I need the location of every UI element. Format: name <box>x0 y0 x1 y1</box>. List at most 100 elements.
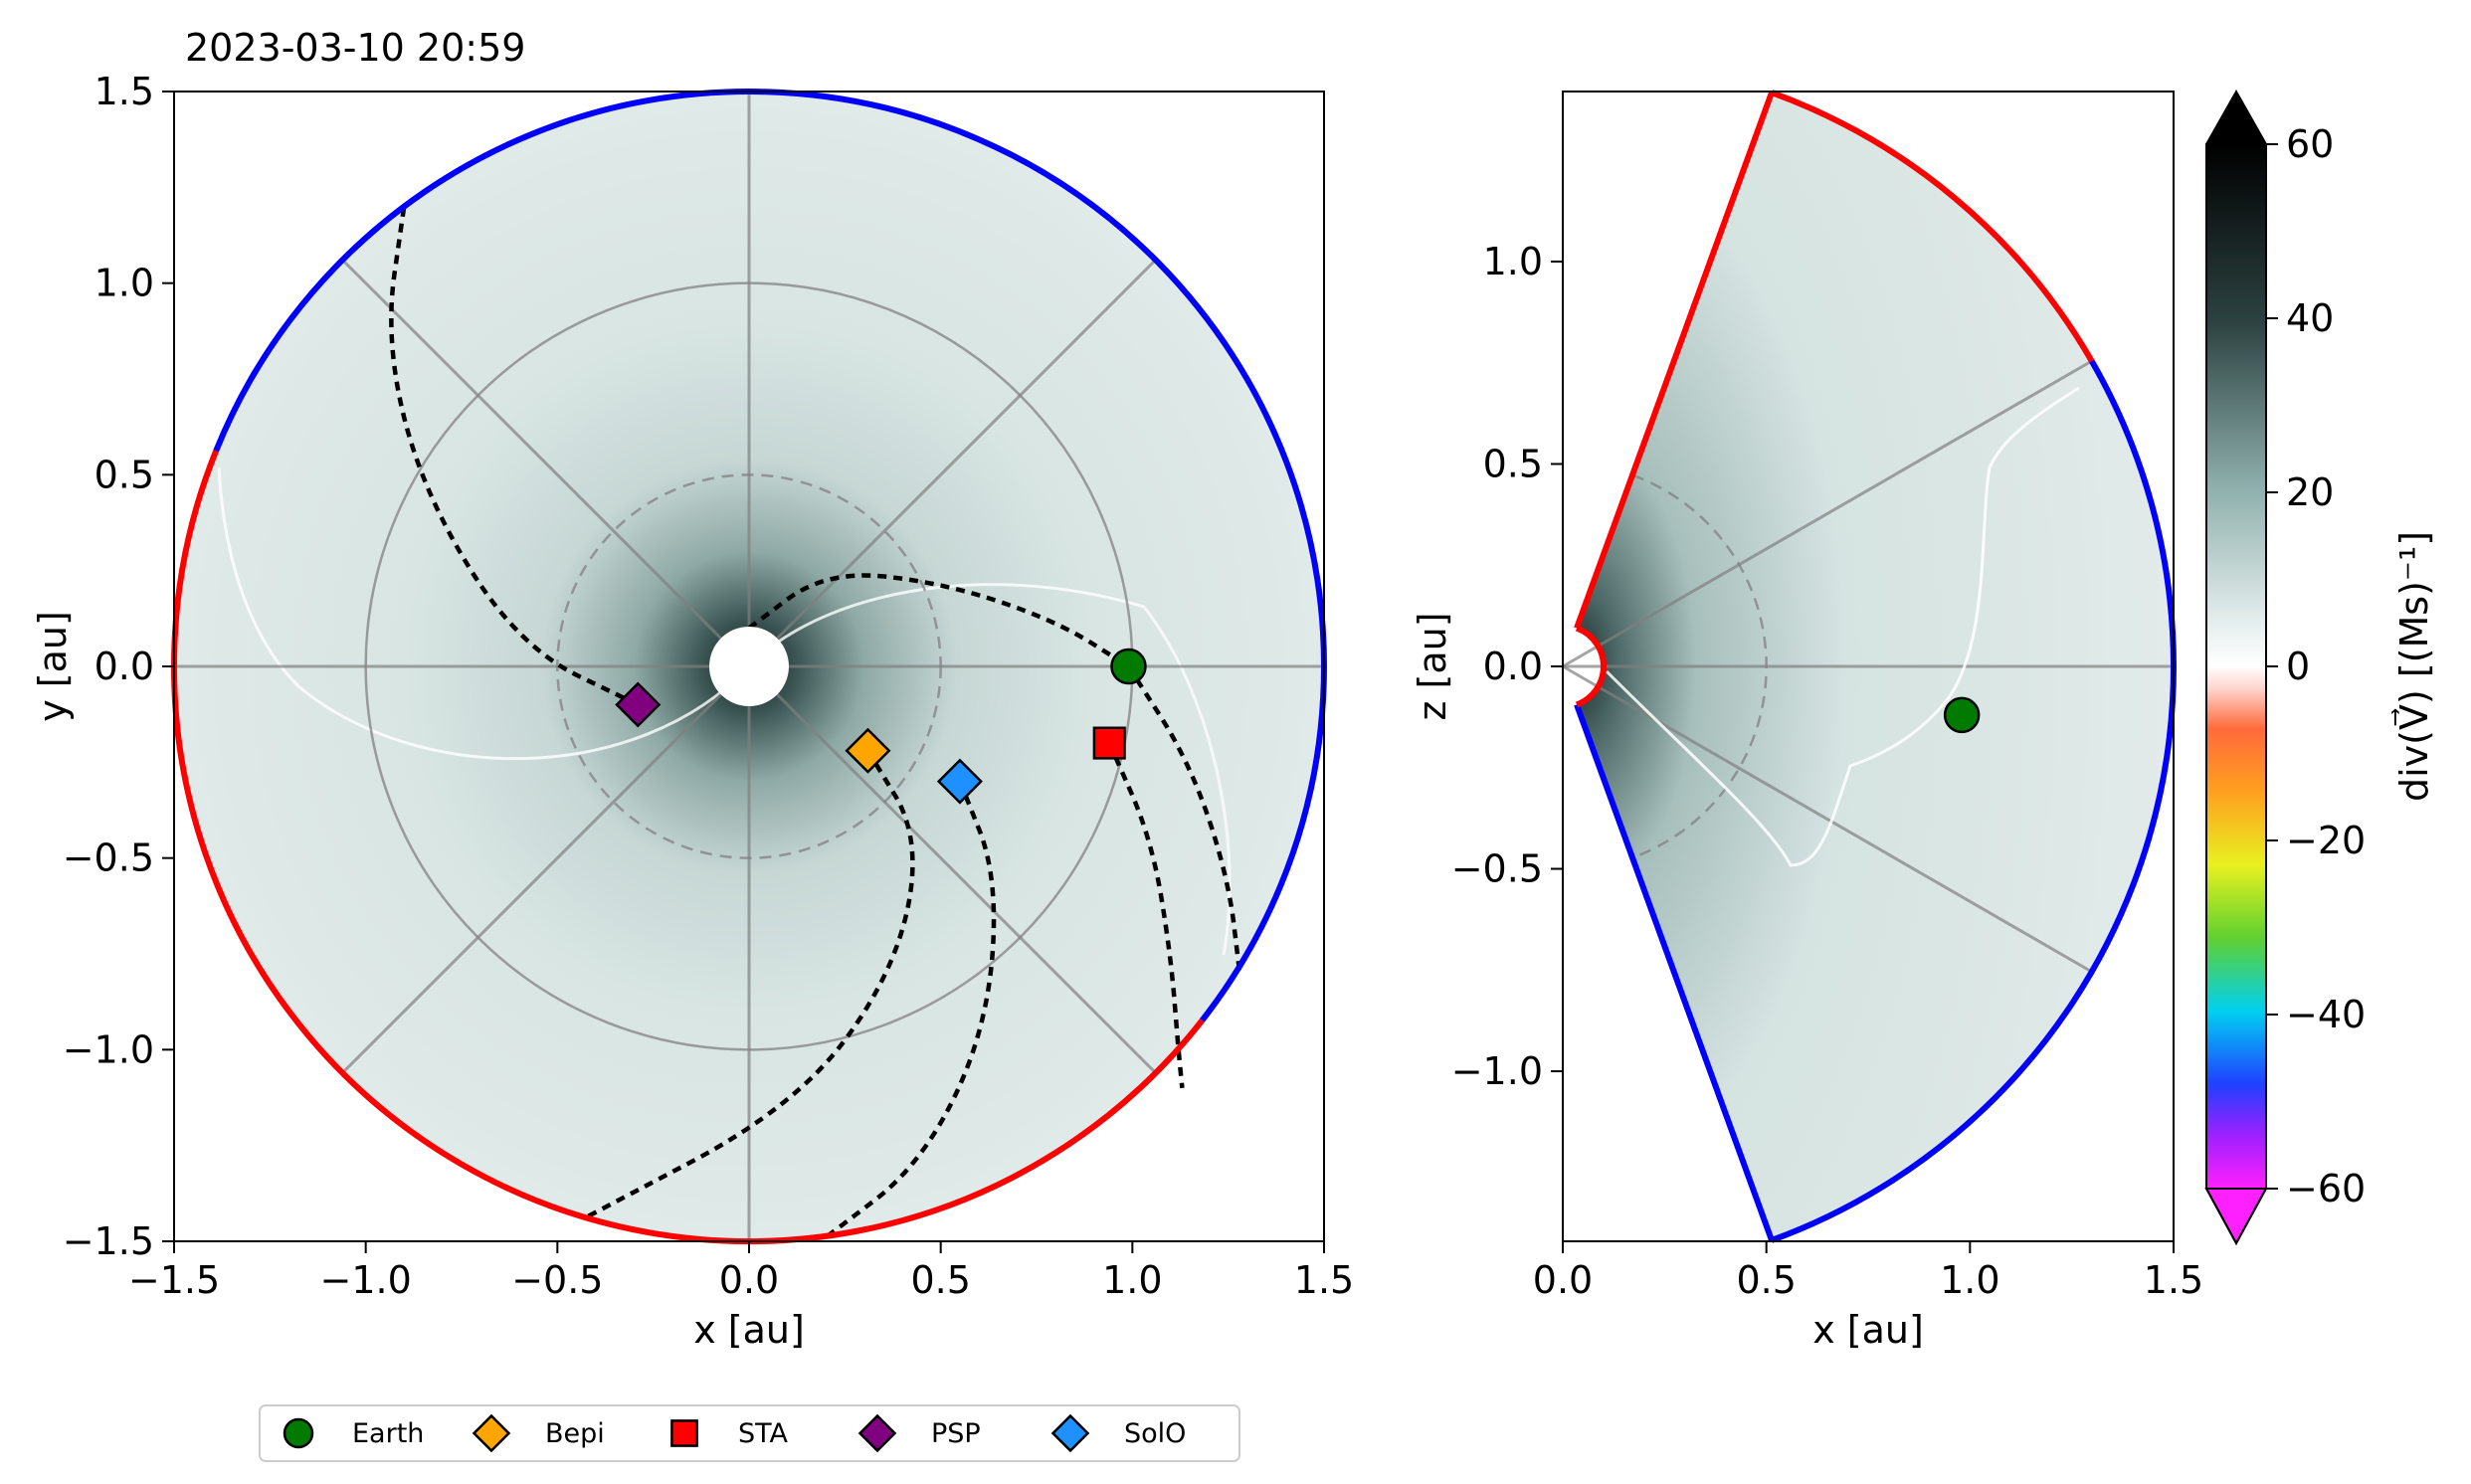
marker-bepi <box>845 727 891 774</box>
marker-solo <box>936 758 983 805</box>
x-tick-label: 0.5 <box>1736 1258 1796 1302</box>
x-tick-label: 1.5 <box>2144 1258 2203 1302</box>
meridional-xlabel: x [au] <box>1812 1308 1924 1352</box>
colorbar-ticks: 60 40 20 0 −20 −40 −60 <box>2266 122 2366 1210</box>
legend-label: Bepi <box>545 1418 605 1449</box>
upper-edge <box>1574 92 1775 630</box>
lower-edge <box>1574 703 1775 1241</box>
meridional-panel: 0.0 0.5 1.0 1.5 −1.0 −0.5 0.0 0.5 1.0 x [au] z [… <box>1411 90 2204 1352</box>
colorbar: 60 40 20 0 −20 −40 −60 div(V⃗) [(Ms)⁻¹] <box>2204 89 2436 1246</box>
x-tick-label: 0.5 <box>910 1258 970 1302</box>
y-tick-label: −1.0 <box>63 1027 154 1071</box>
meridional-grid <box>1562 359 2174 974</box>
ecliptic-ylabel: y [au] <box>31 611 75 722</box>
legend-item: Bepi <box>472 1413 605 1453</box>
y-tick-label: −1.5 <box>63 1219 154 1263</box>
polarity-arc <box>213 89 1327 911</box>
timestamp: 2023-03-10 20:59 <box>185 26 525 70</box>
parker-spiral <box>824 780 997 1239</box>
inner-cap <box>1575 625 1607 708</box>
x-tick-label: −1.5 <box>128 1258 220 1302</box>
ecliptic-panel: −1.5 −1.0 −0.5 0.0 0.5 1.0 1.5 −1.5 −1.0 −0.5 0.0 0… <box>31 70 1354 1352</box>
marker-earth <box>1943 696 1981 734</box>
legend-marker-solo <box>1050 1413 1090 1453</box>
polarity-arc <box>171 450 1205 1244</box>
grid-spoke <box>341 259 751 668</box>
ecliptic-boundary <box>171 89 1327 1244</box>
y-tick-label: −0.5 <box>1451 847 1543 891</box>
parker-spiral <box>583 749 915 1220</box>
parker-spirals <box>389 206 1242 1239</box>
x-tick-label: 0.0 <box>719 1258 779 1302</box>
y-tick-label: −0.5 <box>63 836 154 880</box>
colorbar-tick-label: −40 <box>2286 993 2366 1036</box>
y-tick-label: 1.5 <box>95 70 154 113</box>
y-tick-label: 0.5 <box>1483 442 1543 485</box>
colorbar-tick-label: 60 <box>2286 122 2334 166</box>
grid-spoke <box>341 664 751 1074</box>
legend-label: STA <box>738 1418 789 1449</box>
legend-label: PSP <box>931 1418 981 1449</box>
legend-frame <box>259 1404 1240 1462</box>
legend-item: PSP <box>857 1413 981 1453</box>
legend-label: SolO <box>1124 1418 1186 1449</box>
parker-spiral <box>389 206 640 707</box>
meridional-ticks: 0.0 0.5 1.0 1.5 −1.0 −0.5 0.0 0.5 1.0 <box>1451 240 2204 1302</box>
colorbar-tick-label: −60 <box>2286 1167 2366 1210</box>
colorbar-tick-label: 40 <box>2286 296 2334 340</box>
colorbar-gradient <box>2206 144 2266 1189</box>
marker-sta <box>1092 726 1126 760</box>
y-tick-label: 1.0 <box>1483 240 1543 283</box>
legend: Earth Bepi STA PSP SolO <box>259 1404 1240 1462</box>
x-tick-label: 1.0 <box>1102 1258 1162 1302</box>
y-tick-label: 0.5 <box>95 453 154 496</box>
legend-item: STA <box>670 1418 789 1449</box>
meridional-ylabel: z [au] <box>1411 612 1454 720</box>
ecliptic-grid <box>174 92 1324 1241</box>
legend-marker-psp <box>857 1413 897 1453</box>
colorbar-extend-bottom <box>2204 1188 2268 1246</box>
legend-item: SolO <box>1050 1413 1186 1453</box>
grid-spoke <box>1562 359 2093 668</box>
legend-marker-earth <box>283 1417 314 1449</box>
x-tick-label: 1.0 <box>1940 1258 1999 1302</box>
meridional-streamer <box>1605 386 2080 867</box>
grid-circle <box>556 473 942 859</box>
y-tick-label: −1.0 <box>1451 1049 1543 1093</box>
grid-spoke <box>1562 664 2093 974</box>
polarity-arc <box>1770 359 2177 1243</box>
legend-marker-sta <box>670 1419 698 1447</box>
x-tick-label: 0.0 <box>1533 1258 1593 1302</box>
meridional-markers <box>1943 696 1981 734</box>
ecliptic-streamers <box>217 466 1232 956</box>
y-tick-label: 0.0 <box>95 645 154 688</box>
colorbar-label: div(V⃗) [(Ms)⁻¹] <box>2391 531 2436 802</box>
polarity-arc <box>1770 90 2095 363</box>
y-tick-label: 1.0 <box>95 262 154 305</box>
colorbar-tick-label: 0 <box>2286 645 2310 688</box>
marker-earth <box>1110 648 1147 685</box>
x-tick-label: −0.5 <box>511 1258 603 1302</box>
ecliptic-ticks: −1.5 −1.0 −0.5 0.0 0.5 1.0 1.5 −1.5 −1.0 −0.5 0.0 0… <box>63 70 1355 1302</box>
meridional-boundary <box>1574 90 2177 1243</box>
marker-psp <box>615 681 662 728</box>
ecliptic-markers <box>615 648 1147 805</box>
colorbar-tick-label: −20 <box>2286 819 2366 862</box>
parker-spiral <box>1107 742 1185 1089</box>
ecliptic-xlabel: x [au] <box>693 1308 805 1352</box>
legend-label: Earth <box>352 1418 424 1449</box>
grid-spoke <box>747 259 1157 668</box>
parker-spiral <box>1126 664 1242 974</box>
legend-marker-bepi <box>472 1413 511 1453</box>
x-tick-label: −1.0 <box>320 1258 412 1302</box>
colorbar-extend-top <box>2206 92 2266 144</box>
grid-spoke <box>747 664 1157 1074</box>
parker-spiral <box>747 573 1130 668</box>
x-tick-label: 1.5 <box>1294 1258 1354 1302</box>
y-tick-label: 0.0 <box>1483 645 1543 688</box>
legend-item: Earth <box>283 1417 424 1449</box>
grid-circle <box>1631 473 1768 859</box>
polarity-arc <box>1200 908 1273 1022</box>
colorbar-tick-label: 20 <box>2286 470 2334 514</box>
